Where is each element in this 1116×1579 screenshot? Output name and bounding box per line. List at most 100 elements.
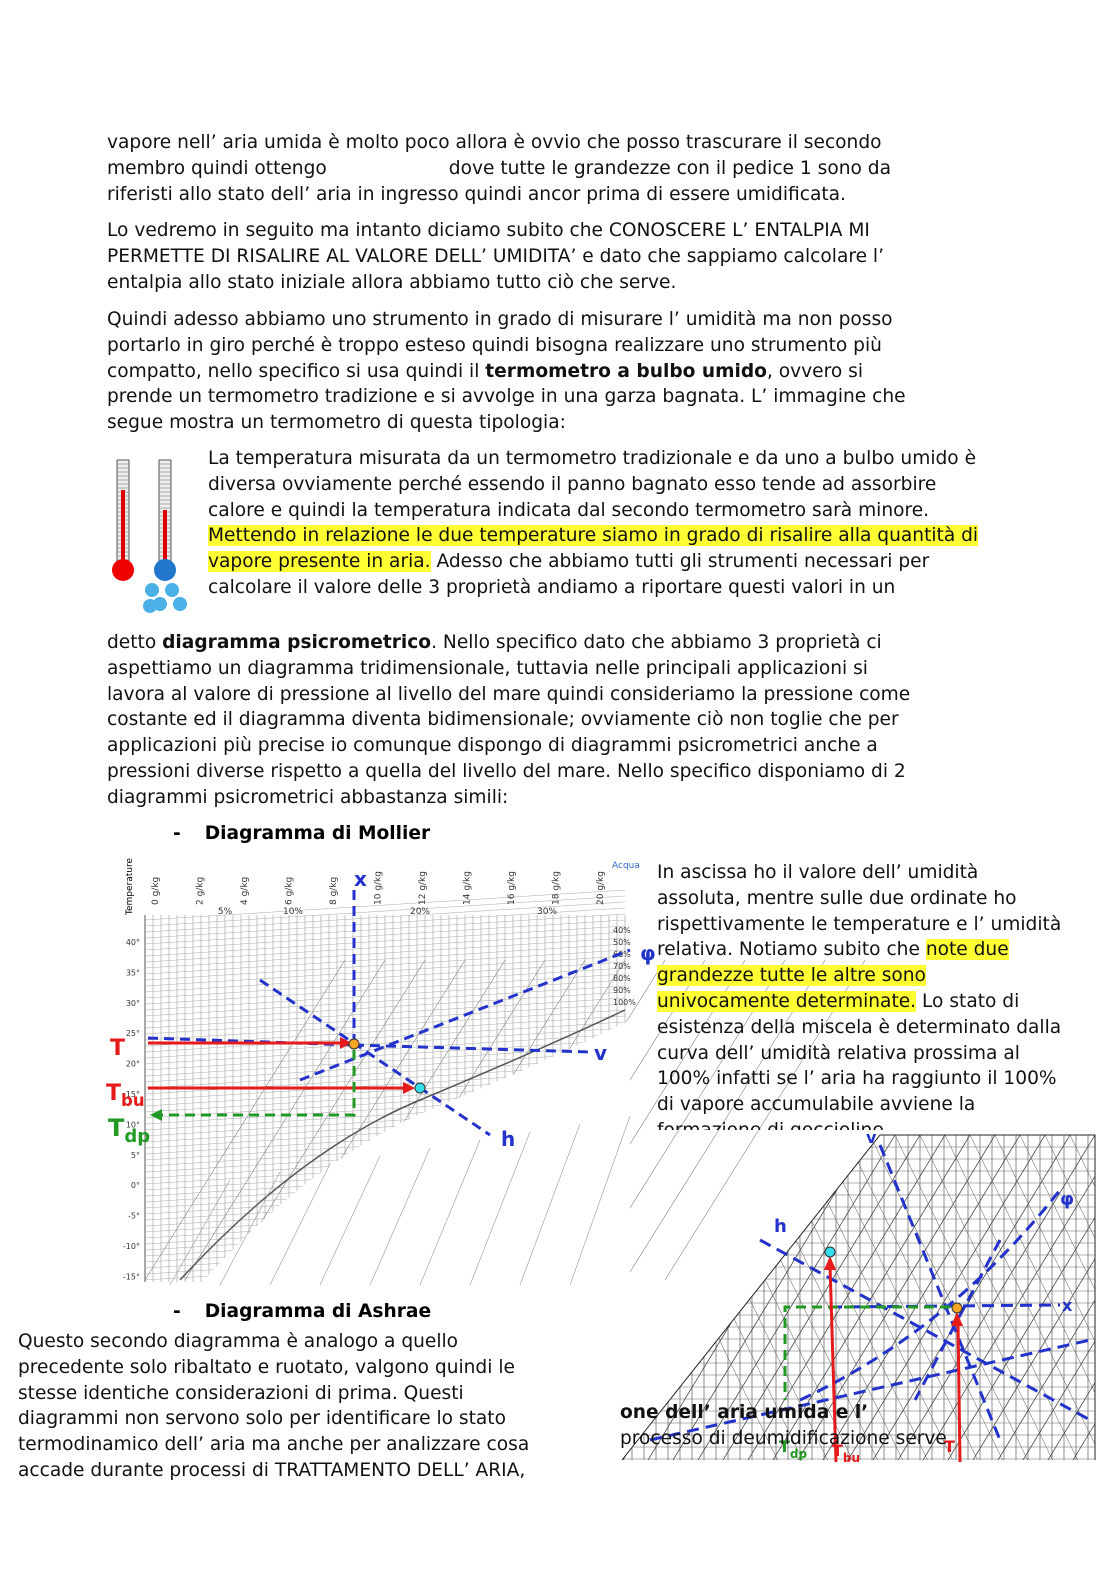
grid-line (144, 937, 626, 969)
grid-line (894, 1135, 1056, 1460)
phi-tick: 40% (613, 926, 631, 935)
grid-line (624, 959, 826, 1281)
humidity-tick: 6 g/kg (285, 877, 295, 905)
grid-line (844, 1135, 1006, 1460)
humidity-tick: 0 g/kg (151, 877, 161, 905)
section-heading: - Diagramma di Mollier (173, 823, 430, 844)
axis-title: Temperature (125, 858, 135, 916)
grid-line (144, 973, 626, 1005)
grid-line (469, 1131, 531, 1286)
arrowhead (340, 1037, 352, 1049)
text-run: segue mostra un termometro di questa tip… (107, 412, 566, 434)
phi-tick: 70% (613, 962, 631, 971)
paragraph: Questo secondo diagramma è analogo a que… (18, 1329, 529, 1484)
humidity-tick: 18 g/kg (552, 871, 562, 905)
grid-line (144, 959, 346, 1281)
text-line: precedente solo ribaltato e ruotato, val… (18, 1355, 529, 1381)
grid-line (419, 1139, 481, 1286)
bold-text: diagramma psicrometrico (162, 632, 432, 653)
diagram-label: x (1062, 1296, 1073, 1315)
text-run: formazione di goccioline (657, 1120, 884, 1130)
humidity-tick: 14 g/kg (463, 871, 473, 905)
paragraph: Quindi adesso abbiamo uno strumento in g… (107, 307, 906, 436)
grid-line (1069, 1135, 1095, 1460)
text-run: applicazioni più precise io comunque dis… (107, 735, 878, 757)
text-run: Lo vedremo in seguito ma intanto diciamo… (107, 220, 870, 241)
text-run: costante ed il diagramma diventa bidimen… (107, 709, 899, 731)
text-run: processo di deumidificazione serve (620, 1427, 947, 1449)
text-run: accade durante processi di TRATTAMENTO D… (18, 1459, 526, 1481)
text-line: rispettivamente le temperature e l’ umid… (657, 912, 1061, 938)
text-line: costante ed il diagramma diventa bidimen… (107, 707, 910, 733)
text-run: La temperatura misurata da un termometro… (208, 448, 977, 469)
text-line: vapore presente in aria. Adesso che abbi… (208, 549, 978, 575)
grid-line (144, 1009, 626, 1041)
label-sub: dp (124, 1126, 150, 1147)
grid-line (144, 907, 626, 939)
state-point (951, 1302, 963, 1314)
text-line: one dell’ aria umida e l’ (620, 1400, 947, 1426)
text-run: curva dell’ umidità relativa prossima al (657, 1042, 1020, 1064)
temperature-tick: -5° (128, 1212, 140, 1221)
text-line: diversa ovviamente perché essendo il pan… (208, 472, 978, 498)
drop (145, 583, 159, 597)
guide-line (259, 978, 491, 1137)
temperature-tick: 20° (126, 1060, 140, 1069)
text-run: compatto, nello specifico si usa quindi … (107, 360, 486, 382)
arrowhead (403, 1082, 415, 1094)
phi-tick: 100% (613, 998, 636, 1007)
text-run: Adesso che abbiamo tutti gli strumenti n… (430, 551, 930, 573)
saturation-curve (179, 1009, 626, 1281)
text-run: dove tutte le grandezze con il pedice 1 … (448, 157, 891, 179)
text-run: 100% infatti se l’ aria ha raggiunto il … (657, 1068, 1057, 1090)
text-run: , ovvero si (766, 360, 863, 382)
diagram-label: φ (640, 941, 656, 965)
text-line: compatto, nello specifico si usa quindi … (107, 359, 906, 385)
paragraph: Lo vedremo in seguito ma intanto diciamo… (107, 218, 884, 295)
text-run: diagrammi psicrometrici abbastanza simil… (107, 786, 509, 808)
diagram-label: Tdp (108, 1114, 150, 1147)
text-line: detto diagramma psicrometrico. Nello spe… (107, 630, 910, 656)
relative-tick: 30% (537, 907, 557, 917)
grid-line (664, 959, 866, 1281)
text-line: di vapore accumulabile avviene la (657, 1092, 1061, 1118)
text-line: portarlo in giro perché è troppo esteso … (107, 333, 906, 359)
text-line: formazione di goccioline (657, 1118, 1061, 1130)
diagram-label: T (110, 1036, 125, 1061)
text-run: vapore nell’ aria umida è molto poco all… (107, 132, 882, 153)
grid-line (319, 1155, 381, 1286)
text-line: assoluta, mentre sulle due ordinate ho (657, 886, 1061, 912)
text-line: Mettendo in relazione le due temperature… (208, 523, 979, 549)
highlight-text: vapore presente in aria. (208, 551, 431, 573)
diagram-label: v (594, 1041, 607, 1065)
thermometer-fluid (163, 510, 167, 575)
text-line: processo di deumidificazione serve (620, 1426, 947, 1452)
text-run: termodinamico dell’ aria ma anche per an… (18, 1434, 530, 1456)
grid-line (144, 1039, 626, 1071)
thermometer-bulb (112, 559, 134, 581)
arrow (828, 1264, 838, 1463)
text-run: esistenza della miscela è determinato da… (657, 1016, 1062, 1038)
paragraph: detto diagramma psicrometrico. Nello spe… (107, 630, 910, 811)
text-line: pressioni diverse rispetto a quella del … (107, 759, 910, 785)
label-main: T (779, 1437, 790, 1456)
grid-line (144, 931, 626, 963)
text-line: accade durante processi di TRATTAMENTO D… (18, 1458, 529, 1484)
grid-line (819, 1135, 981, 1460)
label-main: T (106, 1081, 121, 1106)
grid-line (994, 1135, 1095, 1460)
arrow (956, 1321, 962, 1463)
label-main: T (110, 1036, 125, 1061)
phi-tick: 90% (613, 986, 631, 995)
relative-tick: 10% (283, 907, 303, 917)
grid-line (519, 1123, 581, 1286)
guide-line (759, 1238, 1091, 1422)
grid-line (219, 1171, 281, 1286)
drop (173, 597, 187, 611)
temperature-tick: 25° (126, 1029, 140, 1038)
text-run: pressioni diverse rispetto a quella del … (107, 760, 906, 782)
label-sub: dp (790, 1447, 808, 1461)
temperature-tick: -10° (123, 1242, 140, 1251)
